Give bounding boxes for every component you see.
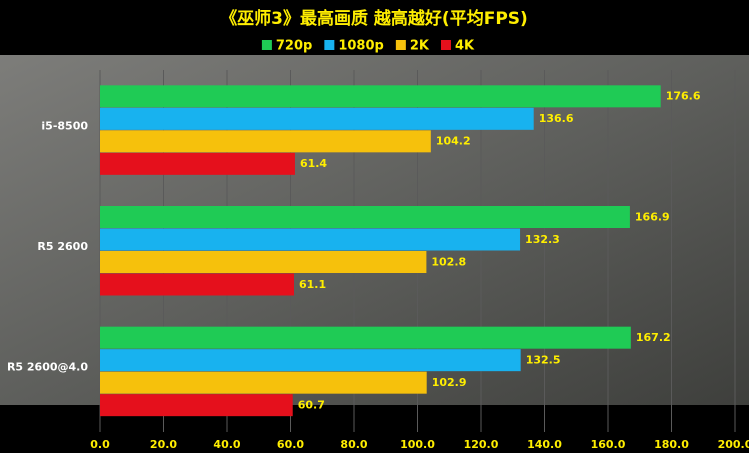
y-tick-label: R5 2600@4.0 <box>7 361 88 374</box>
x-tick-label: 180.0 <box>654 438 689 451</box>
x-tick-label: 160.0 <box>591 438 626 451</box>
legend-label: 720p <box>276 39 312 54</box>
data-label: 104.2 <box>436 135 471 148</box>
x-tick-label: 100.0 <box>400 438 435 451</box>
data-label: 166.9 <box>635 210 670 223</box>
x-tick-label: 60.0 <box>277 438 304 451</box>
bar <box>100 85 661 108</box>
bar <box>100 107 534 130</box>
bar <box>100 152 295 175</box>
bar <box>100 394 293 417</box>
data-label: 102.9 <box>432 376 467 389</box>
data-label: 132.5 <box>526 353 561 366</box>
data-label: 136.6 <box>539 112 574 125</box>
x-tick-label: 40.0 <box>213 438 240 451</box>
bar <box>100 349 521 372</box>
x-tick-label: 120.0 <box>464 438 499 451</box>
bar <box>100 130 431 153</box>
y-tick-label: i5-8500 <box>41 119 88 132</box>
x-tick-label: 140.0 <box>527 438 562 451</box>
bar <box>100 273 294 296</box>
legend-swatch <box>324 40 335 50</box>
chart-title: 《巫师3》最高画质 越高越好(平均FPS) <box>220 8 528 29</box>
y-tick-label: R5 2600 <box>37 240 88 253</box>
legend-swatch <box>395 40 406 50</box>
data-label: 102.8 <box>431 255 466 268</box>
x-tick-label: 0.0 <box>90 438 110 451</box>
bar <box>100 228 521 251</box>
bar <box>100 251 427 273</box>
data-label: 176.6 <box>666 90 701 103</box>
x-tick-label: 80.0 <box>340 438 367 451</box>
bar <box>100 371 427 394</box>
bar <box>100 326 631 349</box>
legend-label: 4K <box>455 39 475 54</box>
legend-label: 2K <box>410 39 430 54</box>
data-label: 167.2 <box>636 331 671 344</box>
bar <box>100 206 630 228</box>
legend-swatch <box>440 40 451 50</box>
data-label: 132.3 <box>525 233 560 246</box>
x-tick-label: 20.0 <box>150 438 177 451</box>
x-tick-label: 200.0 <box>718 438 749 451</box>
data-label: 61.1 <box>299 278 326 291</box>
legend-label: 1080p <box>338 39 384 54</box>
legend-swatch <box>261 40 272 50</box>
data-label: 60.7 <box>298 398 325 411</box>
data-label: 61.4 <box>300 157 327 170</box>
